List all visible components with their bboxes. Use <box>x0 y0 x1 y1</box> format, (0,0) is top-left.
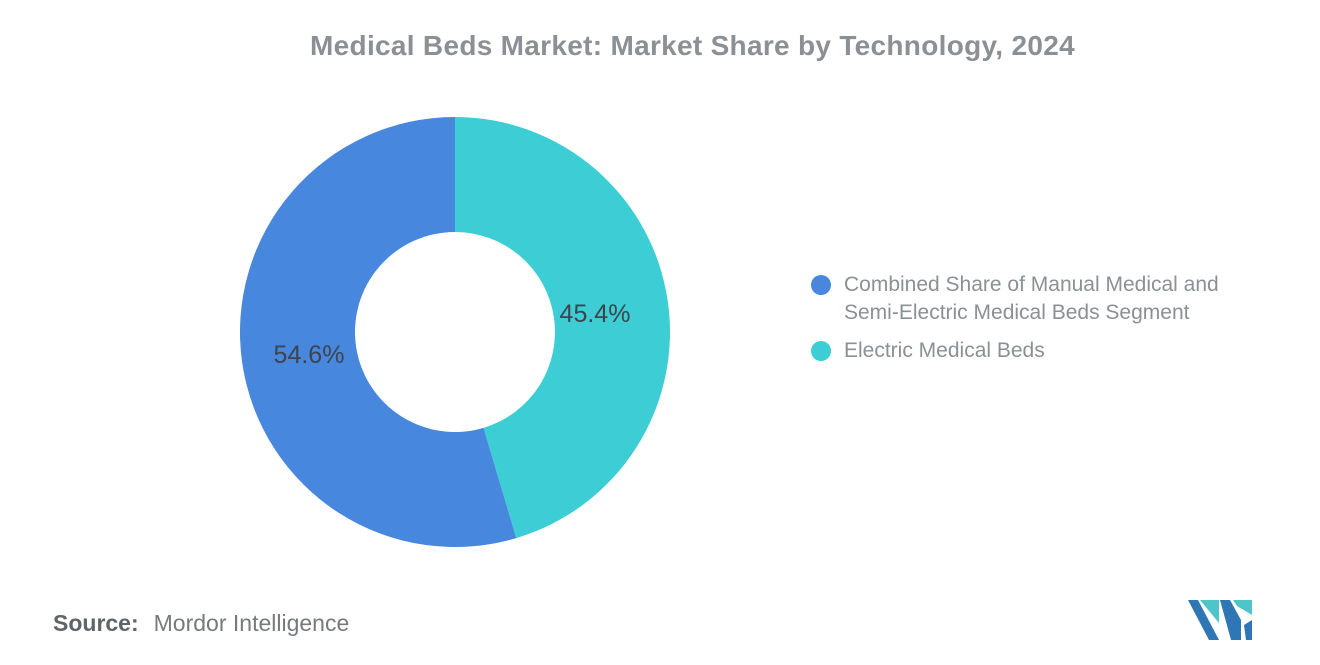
mordor-logo-icon <box>1188 600 1252 640</box>
donut-svg <box>240 117 670 547</box>
legend-label-combined: Combined Share of Manual Medical and Sem… <box>844 273 1219 324</box>
source-line: Source: Mordor Intelligence <box>53 610 349 637</box>
source-name: Mordor Intelligence <box>153 610 350 636</box>
legend-swatch-combined-icon <box>811 275 831 295</box>
legend-item-electric: Electric Medical Beds <box>811 337 1229 365</box>
legend-swatch-electric-icon <box>811 341 831 361</box>
source-label: Source: <box>53 610 139 636</box>
donut-chart <box>240 117 670 547</box>
donut-slice-1 <box>455 117 670 539</box>
mordor-intelligence-logo <box>1188 600 1252 640</box>
legend: Combined Share of Manual Medical and Sem… <box>811 271 1229 365</box>
legend-item-combined: Combined Share of Manual Medical and Sem… <box>811 271 1229 327</box>
legend-label-electric: Electric Medical Beds <box>844 339 1045 362</box>
slice-value-label-combined: 54.6% <box>273 341 345 369</box>
donut-slice-0 <box>240 117 517 547</box>
slice-value-label-electric: 45.4% <box>559 300 631 328</box>
chart-title: Medical Beds Market: Market Share by Tec… <box>310 30 1075 61</box>
